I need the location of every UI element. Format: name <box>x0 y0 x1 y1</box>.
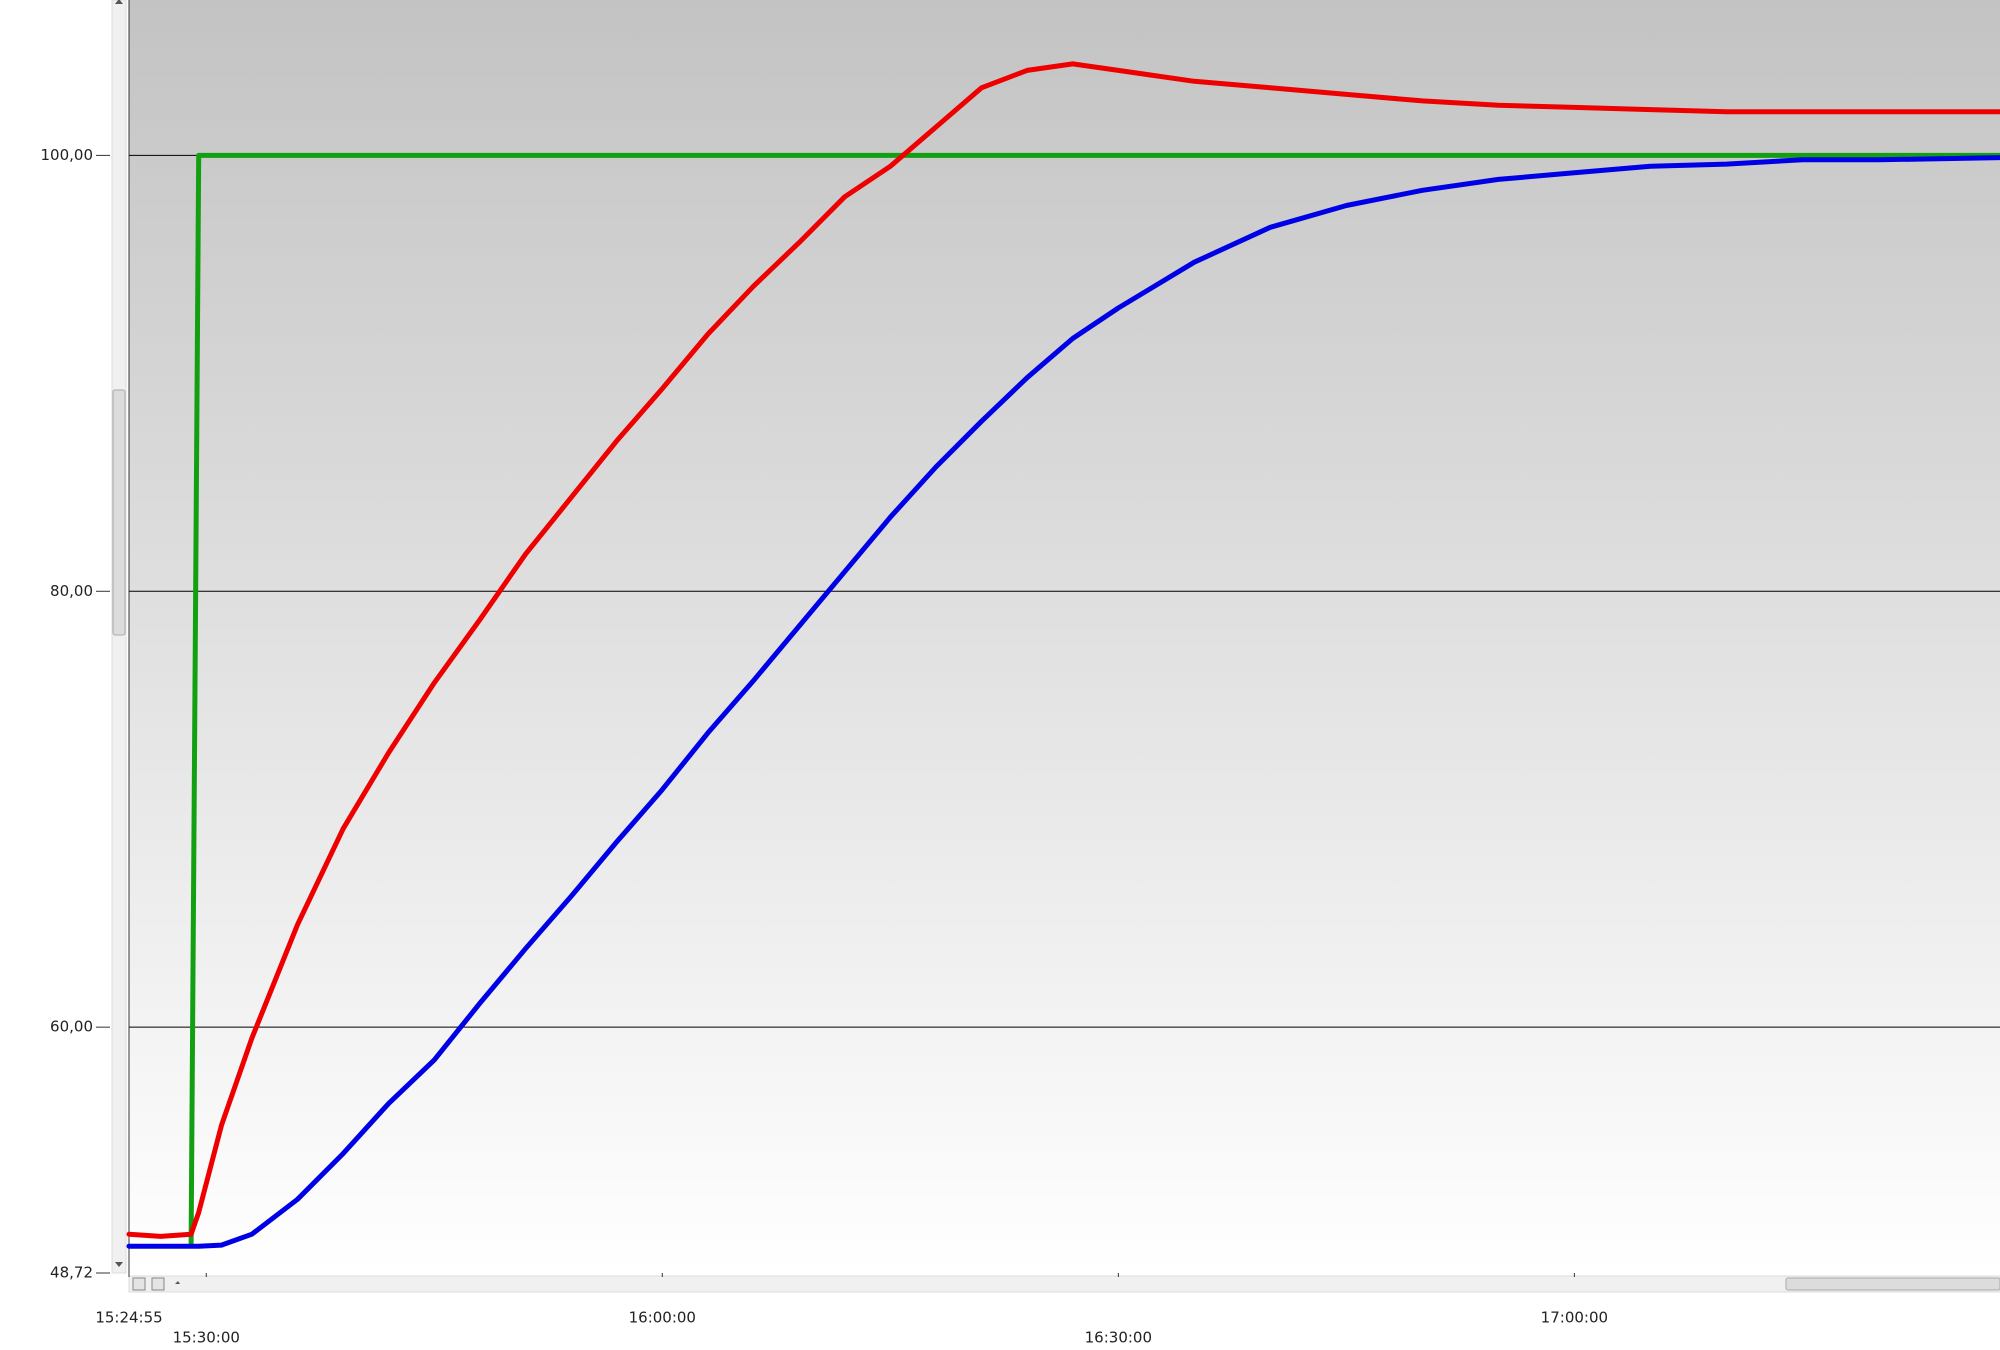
x-tick-label: 17:00:00 <box>1541 1309 1608 1327</box>
scroll-track <box>111 0 127 1274</box>
reset-button[interactable] <box>151 1277 165 1291</box>
series-line <box>126 61 2000 1239</box>
vertical-scrollbar[interactable] <box>111 0 127 1274</box>
y-tick-label: 60,00 <box>50 1018 93 1036</box>
scroll-thumb[interactable] <box>1785 1277 2000 1291</box>
scroll-thumb[interactable] <box>112 389 126 636</box>
series-line <box>188 152 2000 1246</box>
plot-area <box>129 0 2000 1273</box>
zoom-button[interactable] <box>132 1277 146 1291</box>
x-tick-label: 16:30:00 <box>1085 1329 1152 1347</box>
series-line <box>126 155 2000 1249</box>
x-tick-label: 15:24:55 <box>95 1309 162 1327</box>
y-tick-label: 100,00 <box>41 146 94 164</box>
x-tick-label: 15:30:00 <box>173 1329 240 1347</box>
horizontal-scrollbar[interactable] <box>128 1275 2000 1293</box>
x-tick-label: 16:00:00 <box>629 1309 696 1327</box>
scroll-arrow[interactable] <box>175 1281 180 1284</box>
y-tick-label: 80,00 <box>50 582 93 600</box>
scroll-track <box>128 1275 2000 1293</box>
y-tick-label: 48,72 <box>50 1264 93 1282</box>
